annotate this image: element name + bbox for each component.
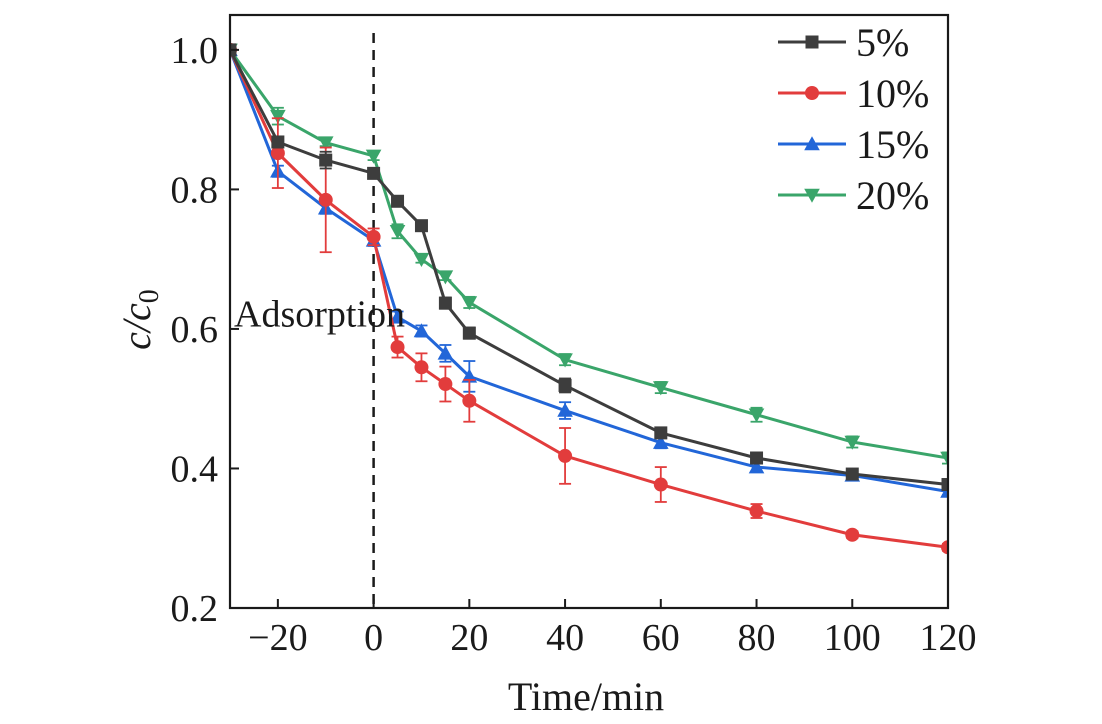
data-point bbox=[844, 435, 861, 450]
data-point bbox=[558, 448, 573, 463]
legend-label: 5% bbox=[856, 20, 909, 65]
data-point bbox=[437, 345, 454, 360]
y-axis-title-main: c/c bbox=[114, 303, 159, 350]
legend-entry-10pct: 10% bbox=[778, 71, 929, 116]
x-tick-label: 100 bbox=[824, 617, 881, 659]
x-tick-label: 120 bbox=[920, 617, 977, 659]
y-axis-title: c/c0 bbox=[114, 289, 165, 350]
x-tick-label: 60 bbox=[642, 617, 680, 659]
data-point bbox=[437, 270, 454, 285]
legend-marker bbox=[805, 35, 819, 49]
series-20pct bbox=[230, 43, 948, 466]
legend-label: 15% bbox=[856, 122, 929, 167]
data-point bbox=[461, 296, 478, 311]
data-point bbox=[271, 135, 285, 149]
data-point bbox=[748, 408, 765, 423]
series-15pct bbox=[230, 42, 948, 498]
annotation-adsorption: Adsorption bbox=[234, 294, 405, 336]
x-tick-label: 40 bbox=[546, 617, 584, 659]
data-point bbox=[413, 252, 430, 267]
data-point bbox=[414, 219, 428, 233]
data-point bbox=[940, 451, 948, 466]
legend-marker bbox=[804, 136, 820, 151]
y-axis-title-text: c/c0 bbox=[114, 289, 165, 350]
data-point bbox=[389, 225, 406, 240]
x-tick-label: 20 bbox=[450, 617, 488, 659]
plot-area: Adsorption bbox=[230, 33, 948, 608]
data-point bbox=[438, 296, 452, 310]
series-5pct bbox=[230, 43, 948, 492]
data-point bbox=[749, 504, 764, 519]
data-point bbox=[750, 451, 764, 465]
data-point bbox=[941, 478, 948, 492]
axes: −20 0 20 40 60 80 100 120 0.2 0.4 0.6 0.8 1.0 Time/mi… bbox=[114, 13, 977, 719]
legend-marker bbox=[805, 86, 819, 100]
data-point bbox=[414, 360, 429, 375]
data-point bbox=[653, 477, 668, 492]
y-tick-label: 0.8 bbox=[171, 169, 219, 211]
data-point bbox=[462, 393, 477, 408]
data-point bbox=[367, 166, 381, 180]
data-point bbox=[845, 467, 859, 481]
legend-entry-15pct: 15% bbox=[778, 122, 929, 167]
data-point bbox=[270, 146, 285, 161]
legend-entry-20pct: 20% bbox=[778, 173, 929, 218]
data-point bbox=[941, 540, 948, 555]
legend: 5% 10% 15% 20% bbox=[778, 20, 929, 218]
legend-marker bbox=[804, 188, 820, 203]
data-point bbox=[940, 483, 948, 498]
series-line bbox=[230, 49, 948, 493]
y-tick-label: 0.4 bbox=[171, 448, 219, 490]
data-point bbox=[654, 426, 668, 440]
data-point bbox=[413, 323, 430, 338]
y-tick-label: 0.2 bbox=[171, 588, 219, 630]
legend-label: 20% bbox=[856, 173, 929, 218]
legend-label: 10% bbox=[856, 71, 929, 116]
y-tick-label: 1.0 bbox=[171, 30, 219, 72]
data-point bbox=[391, 194, 405, 208]
y-tick-label: 0.6 bbox=[171, 309, 219, 351]
data-point bbox=[845, 527, 860, 542]
data-point bbox=[748, 459, 765, 474]
data-point bbox=[390, 340, 405, 355]
data-point bbox=[366, 229, 381, 244]
y-axis-title-subscript: 0 bbox=[134, 289, 165, 303]
data-point bbox=[319, 153, 333, 167]
data-point bbox=[557, 402, 573, 417]
data-point bbox=[270, 109, 286, 124]
series-10pct bbox=[230, 42, 948, 555]
data-point bbox=[558, 378, 572, 392]
data-point bbox=[318, 192, 333, 207]
x-tick-label: −20 bbox=[248, 617, 307, 659]
x-tick-label: 0 bbox=[364, 617, 383, 659]
data-point bbox=[365, 149, 382, 164]
data-point bbox=[317, 136, 334, 151]
data-point bbox=[653, 381, 669, 396]
axes-frame bbox=[228, 13, 950, 610]
x-tick-label: 80 bbox=[738, 617, 776, 659]
data-point bbox=[389, 309, 406, 324]
data-point bbox=[438, 377, 453, 392]
data-point bbox=[462, 326, 476, 340]
legend-entry-5pct: 5% bbox=[778, 20, 909, 65]
data-point bbox=[653, 434, 669, 449]
data-point bbox=[557, 353, 573, 368]
x-axis-title: Time/min bbox=[508, 674, 664, 719]
